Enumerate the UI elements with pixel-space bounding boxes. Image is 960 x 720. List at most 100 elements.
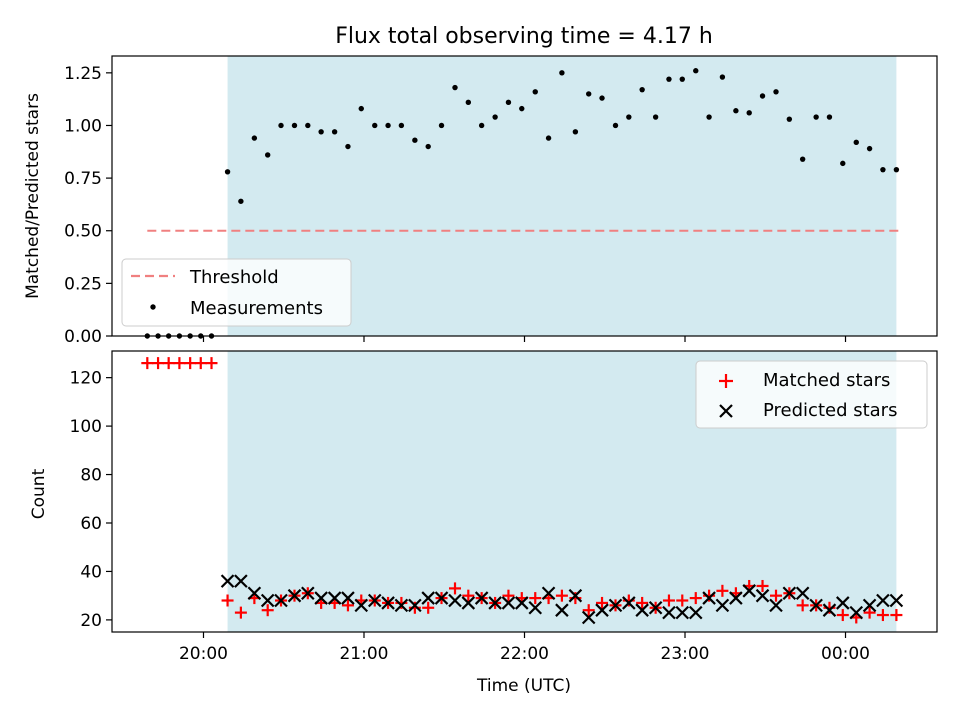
predicted-marker-b [488, 596, 502, 610]
top-y-axis-label: Matched/Predicted stars [23, 93, 43, 299]
x-tick-label: 22:00 [500, 644, 549, 664]
predicted-star-point [688, 605, 703, 620]
x-tick-label: 20:00 [179, 644, 228, 664]
predicted-star-point [635, 603, 649, 617]
predicted-star-point [769, 598, 783, 613]
matched-star-point [408, 601, 421, 614]
matched-star-point [502, 589, 515, 602]
matched-star-point [422, 601, 435, 614]
predicted-star-point [662, 605, 676, 620]
predicted-star-point [514, 596, 529, 610]
predicted-marker-b [354, 598, 369, 613]
predicted-marker-b [809, 598, 823, 613]
predicted-star-point [581, 610, 596, 625]
predicted-marker-b [742, 584, 756, 598]
bottom-y-ticks: 20 40 60 80 100 120 [70, 369, 112, 631]
measurement-point [853, 139, 859, 146]
measurement-point [425, 143, 431, 150]
matched-star-point [569, 592, 582, 605]
measurement-point [719, 74, 726, 80]
predicted-marker-b [889, 593, 904, 608]
measurement-point [759, 93, 766, 99]
predicted-marker-b [862, 598, 877, 613]
predicted-star-point [862, 598, 877, 613]
measurement-point [478, 122, 485, 129]
measurement-point [465, 99, 472, 106]
predicted-star-point [675, 605, 690, 620]
predicted-marker-b [622, 596, 636, 610]
x-tick-label: 21:00 [339, 644, 388, 664]
y-tick-label: 100 [70, 417, 102, 437]
measurement-point [398, 122, 405, 129]
predicted-star-point [394, 598, 409, 613]
measurement-point [372, 122, 378, 129]
measurement-point [773, 89, 779, 95]
predicted-star-point [287, 588, 302, 603]
measurement-point [599, 95, 605, 101]
predicted-star-point [461, 596, 476, 610]
predicted-marker-b [408, 598, 422, 613]
matched-star-point [636, 596, 649, 609]
y-tick-label: 0.00 [64, 327, 102, 347]
matched-star-point [662, 594, 675, 607]
predicted-marker-b [528, 600, 543, 615]
measurement-point [505, 99, 512, 106]
predicted-star-point [474, 591, 489, 605]
predicted-marker-b [234, 574, 248, 588]
matched-star-point [462, 589, 475, 602]
measurement-point [438, 122, 445, 129]
predicted-star-point [729, 591, 743, 605]
predicted-star-point [742, 584, 756, 598]
matched-star-point [890, 609, 903, 622]
predicted-marker-b [514, 596, 529, 610]
y-tick-label: 80 [80, 466, 102, 486]
predicted-star-point [501, 596, 516, 610]
matched-star-point [582, 604, 595, 617]
y-tick-label: 20 [80, 611, 102, 631]
y-tick-label: 1.25 [64, 64, 102, 84]
predicted-star-point [715, 598, 730, 613]
predicted-marker-b [341, 591, 355, 605]
predicted-star-point [595, 603, 609, 617]
matched-star-point [622, 594, 635, 607]
predicted-star-point [408, 598, 422, 613]
matched-star-point [234, 606, 247, 619]
measurement-point [224, 169, 231, 175]
predicted-marker-b [287, 588, 302, 603]
predicted-marker-b [581, 610, 596, 625]
predicted-marker-b [836, 596, 850, 610]
predicted-star-point [354, 598, 369, 613]
measurement-point [693, 68, 699, 74]
predicted-marker-b [662, 605, 676, 620]
measurement-point [679, 76, 685, 82]
threshold-legend-label: Threshold [189, 267, 279, 288]
predicted-star-point [822, 603, 837, 617]
predicted-star-point [555, 603, 569, 617]
predicted-marker-b [876, 593, 890, 608]
measurement-point [318, 129, 324, 135]
predicted-marker-b [702, 591, 716, 605]
measurement-point [452, 84, 458, 91]
matched-legend-marker [719, 374, 733, 388]
predicted-marker-b [314, 591, 328, 605]
predicted-star-point [260, 593, 275, 608]
measurement-point [880, 166, 886, 173]
measurements-legend-label: Measurements [190, 298, 323, 319]
matched-star-point [173, 357, 186, 370]
measurement-point [706, 114, 712, 120]
measurement-point [519, 105, 525, 112]
matched-star-point [863, 606, 876, 619]
matched-star-point [194, 357, 207, 370]
measurement-point [666, 76, 672, 82]
predicted-legend-marker [719, 404, 733, 418]
predicted-star-point [622, 596, 636, 610]
measurement-point [492, 114, 498, 120]
measurement-point [612, 122, 619, 129]
predicted-marker-b [795, 586, 810, 601]
predicted-marker-b [729, 591, 743, 605]
measurement-point [412, 137, 418, 143]
predicted-star-point [568, 588, 583, 603]
predicted-star-point [782, 586, 797, 601]
predicted-marker-b [568, 588, 583, 603]
predicted-star-point [434, 591, 449, 605]
